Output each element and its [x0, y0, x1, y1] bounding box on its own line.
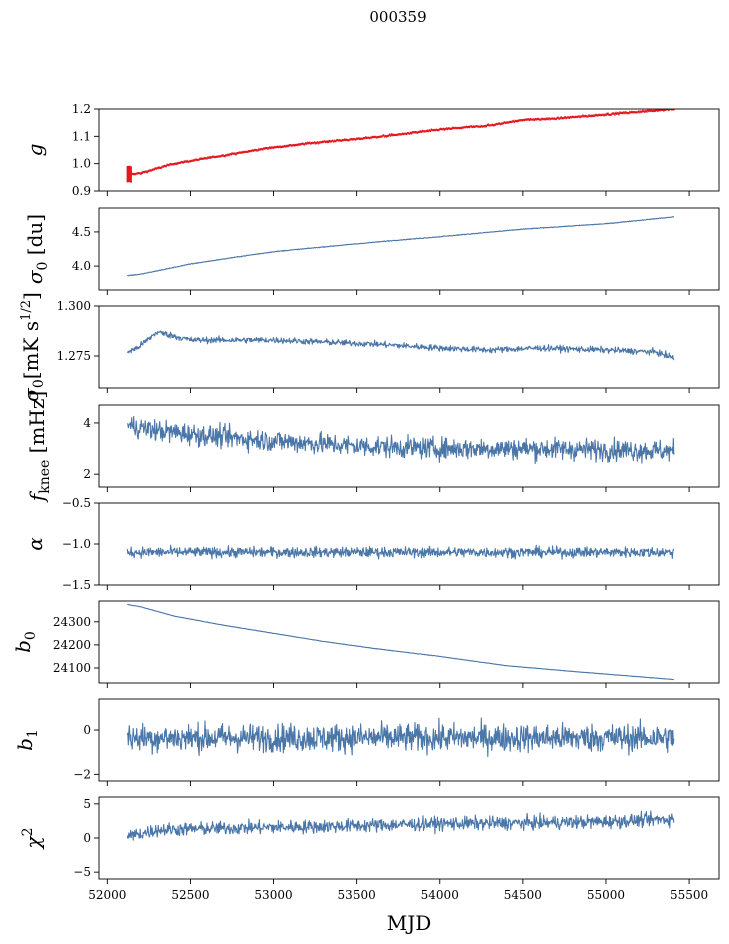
series-sigma0_mk [126, 330, 675, 361]
ytick-label-b0-2: 24300 [53, 615, 91, 629]
ytick-label-sigma0_du-0: 4.0 [72, 259, 91, 273]
axes-frame-sigma0_mk [98, 305, 720, 389]
axes-frame-fknee [98, 404, 720, 488]
ylabel-sigma0_mk: σ0[mK s1/2] [19, 292, 47, 402]
series-line-chi2 [126, 810, 675, 841]
axes-frame-sigma0_du [98, 207, 720, 291]
panel-chi2: −5 0 5 52000 52500 53000 53500 54000 54500 55000 5… [20, 796, 720, 902]
panel-alpha: −1.5 −1.0 −0.5 α [23, 496, 720, 592]
ytick-label-alpha-0: −1.5 [62, 578, 91, 592]
errorbar-marks [126, 109, 675, 183]
xtick-label-6: 55000 [587, 888, 625, 902]
panel-b1: −2 0 b1 [13, 698, 720, 786]
xtick-label-0: 52000 [88, 888, 126, 902]
ylabel-b1: b1 [13, 729, 41, 751]
ytick-label-g-3: 1.2 [72, 102, 91, 116]
errorbars-g [126, 109, 675, 183]
series-line-sigma0_du [127, 216, 675, 277]
series-sigma0_du [127, 216, 675, 277]
axes-frame-alpha [98, 502, 720, 586]
series-line-b0 [127, 603, 674, 681]
ytick-label-g-0: 0.9 [72, 184, 91, 198]
series-line-sigma0_mk [126, 330, 675, 361]
series-b0 [127, 603, 674, 681]
series-fknee [126, 415, 675, 465]
series-line-g [127, 109, 675, 176]
series-g [126, 109, 675, 183]
xtick-label-2: 53000 [254, 888, 292, 902]
panel-fknee: 2 4 fknee [mHz] [25, 391, 720, 503]
ytick-label-fknee-0: 2 [83, 467, 91, 481]
ytick-label-b1-1: 0 [83, 723, 91, 737]
ytick-label-g-2: 1.1 [72, 129, 91, 143]
figure-title: 000359 [369, 8, 426, 26]
ytick-label-b0-1: 24200 [53, 638, 91, 652]
xtick-label-5: 54500 [504, 888, 542, 902]
panel-sigma0_du: 4.0 4.5 σ0 [du] [23, 207, 720, 295]
axes-frame-b0 [98, 600, 720, 684]
ytick-label-chi2-1: 0 [83, 831, 91, 845]
series-line-b1 [126, 717, 675, 758]
axes-frame-chi2 [98, 796, 720, 880]
xtick-label-3: 53500 [338, 888, 376, 902]
xtick-label-7: 55500 [670, 888, 708, 902]
series-alpha [126, 544, 675, 560]
series-line-fknee [126, 415, 675, 465]
ylabel-g: g [23, 144, 47, 157]
ytick-label-sigma0_du-1: 4.5 [72, 225, 91, 239]
ytick-label-g-1: 1.0 [72, 157, 91, 171]
ylabel-b0: b0 [11, 631, 39, 653]
panel-b0: 24100 24200 24300 b0 [11, 600, 720, 688]
ylabel-chi2: χ2 [20, 827, 45, 850]
axes-frame-g [98, 108, 720, 192]
series-line-alpha [126, 544, 675, 560]
ytick-label-chi2-2: 5 [83, 797, 91, 811]
axes-frame-b1 [98, 698, 720, 782]
ytick-label-alpha-1: −1.0 [62, 537, 91, 551]
series-chi2 [126, 810, 675, 841]
panel-g: 0.9 1.0 1.1 1.2 g [23, 102, 720, 198]
xtick-label-4: 54000 [421, 888, 459, 902]
series-b1 [126, 717, 675, 758]
panel-sigma0_mk: 1.275 1.300 σ0[mK s1/2] [19, 292, 720, 402]
ylabel-alpha: α [23, 537, 47, 551]
x-axis-label: MJD [387, 911, 432, 935]
ytick-label-alpha-2: −0.5 [62, 496, 91, 510]
ytick-label-sigma0_mk-0: 1.275 [57, 349, 91, 363]
ylabel-fknee: fknee [mHz] [25, 391, 53, 503]
ytick-label-sigma0_mk-1: 1.300 [57, 299, 91, 313]
panels: 0.9 1.0 1.1 1.2 g 4.0 4.5 σ0 [du] 1.275 1.300 σ0[m… [11, 102, 720, 902]
ytick-label-fknee-1: 4 [83, 416, 91, 430]
ytick-label-b1-0: −2 [73, 767, 91, 781]
ylabel-sigma0_du: σ0 [du] [23, 214, 51, 284]
ytick-label-chi2-0: −5 [73, 865, 91, 879]
xtick-label-1: 52500 [171, 888, 209, 902]
ytick-label-b0-0: 24100 [53, 661, 91, 675]
